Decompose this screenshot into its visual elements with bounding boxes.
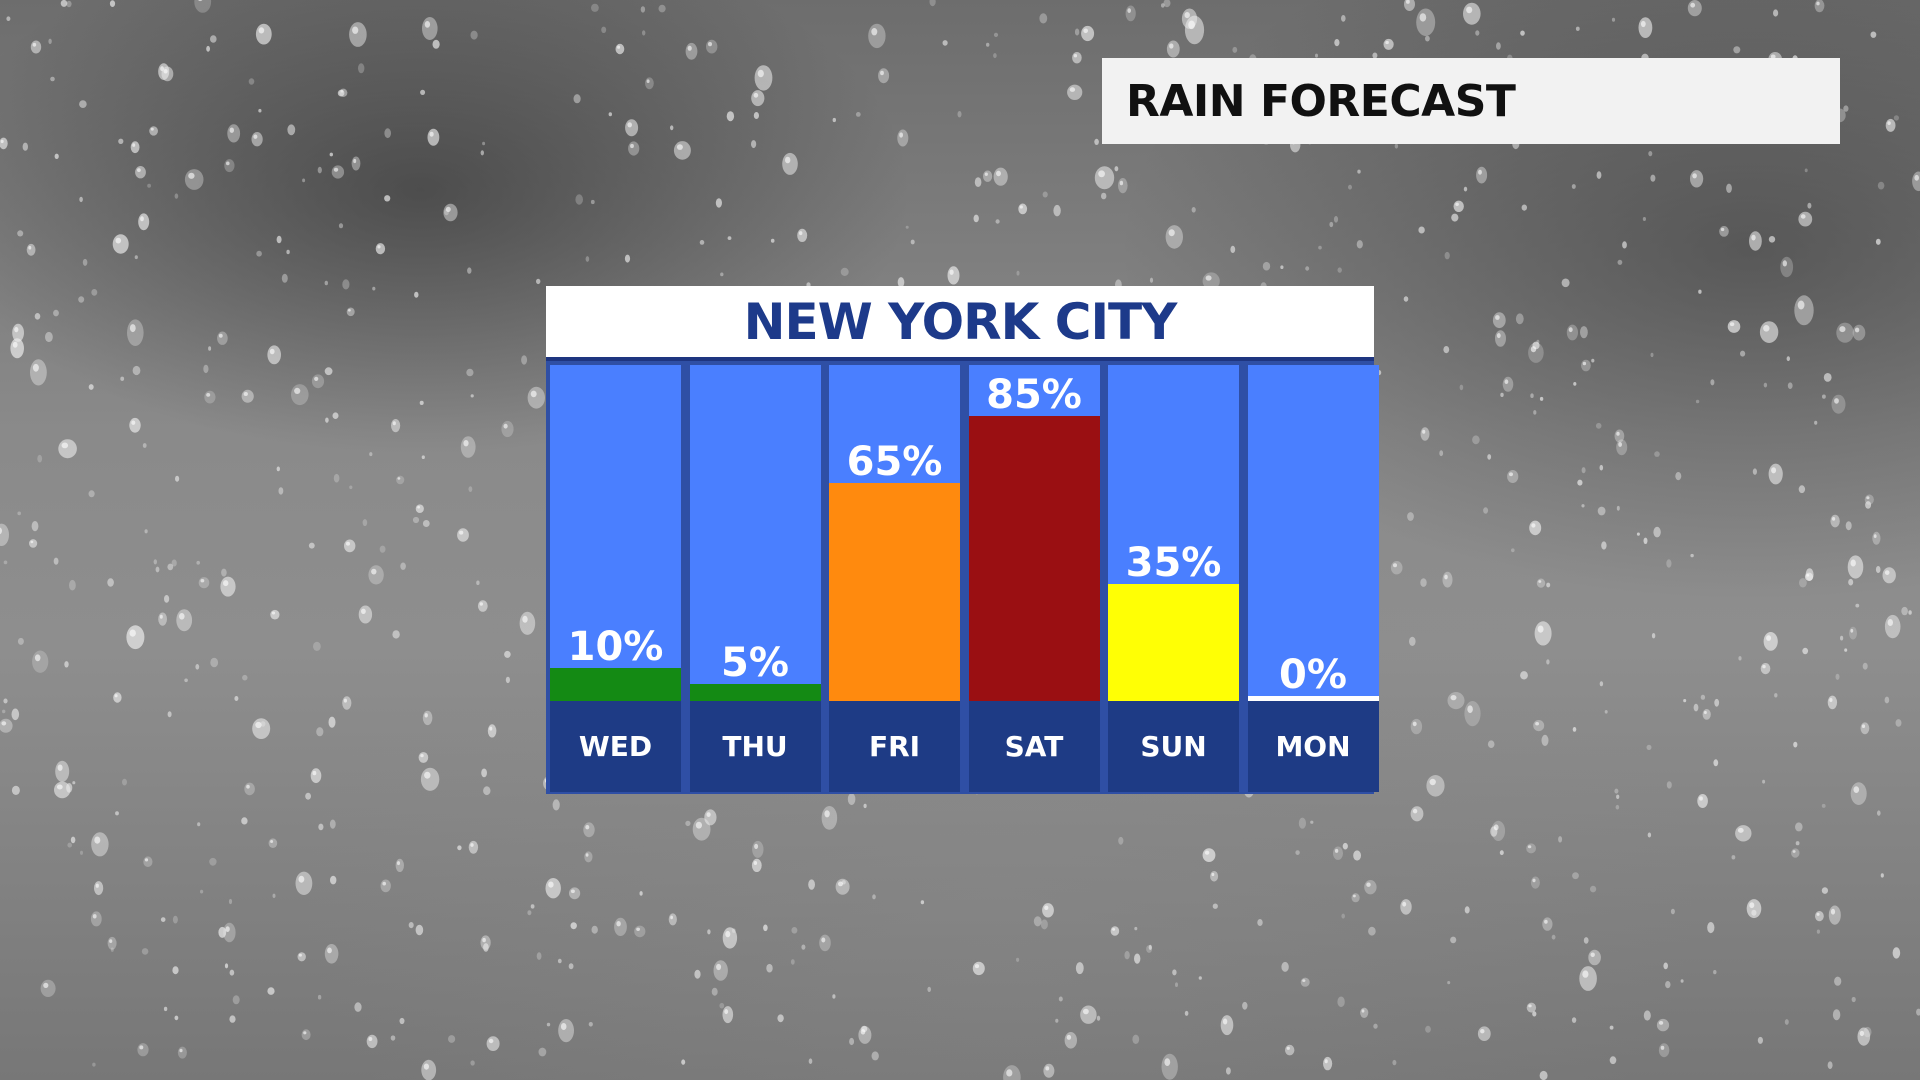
bar-mon [1247,696,1379,701]
value-label-sat: 85% [986,372,1082,419]
column-thu: 5% THU [689,365,821,792]
value-label-wed: 10% [567,623,664,670]
bar-wed [550,667,681,701]
column-fri: 65% FRI [829,365,960,792]
day-label-mon: MON [1275,730,1351,763]
day-label-fri: FRI [868,730,921,763]
day-label-box-fri: FRI [829,701,960,792]
bar-fri [829,483,960,701]
day-label-sat: SAT [1004,730,1064,763]
column-wed: 10% WED [550,365,681,792]
day-label-wed: WED [578,730,653,763]
day-label-box-mon: MON [1247,701,1379,792]
column-sat: 85% SAT [968,365,1100,792]
value-label-sun: 35% [1125,539,1222,586]
bar-sat [968,416,1100,701]
bar-thu [689,684,821,701]
day-label-thu: THU [722,730,788,763]
bar-columns: 10% WED 5% THU 65% FRI 85% SAT 35% SUN 0% MON [546,357,1379,794]
day-label-box-sat: SAT [968,701,1100,792]
day-label-box-thu: THU [689,701,821,792]
day-label-box-sun: SUN [1108,701,1239,792]
rain-forecast-banner: RAIN FORECAST [1102,58,1840,144]
bar-sun [1108,583,1239,701]
value-label-thu: 5% [721,640,789,687]
city-header: NEW YORK CITY [546,286,1374,357]
rain-chance-chart: NEW YORK CITY 10% WED 5% THU 65% FRI 85% SAT 35%… [546,286,1379,794]
day-label-box-wed: WED [550,701,681,792]
value-label-fri: 65% [846,439,943,486]
column-mon: 0% MON [1247,365,1379,792]
day-label-sun: SUN [1140,730,1207,763]
value-label-mon: 0% [1279,652,1347,698]
banner-title: RAIN FORECAST [1126,75,1516,127]
column-sun: 35% SUN [1108,365,1239,792]
city-title: NEW YORK CITY [743,292,1178,351]
